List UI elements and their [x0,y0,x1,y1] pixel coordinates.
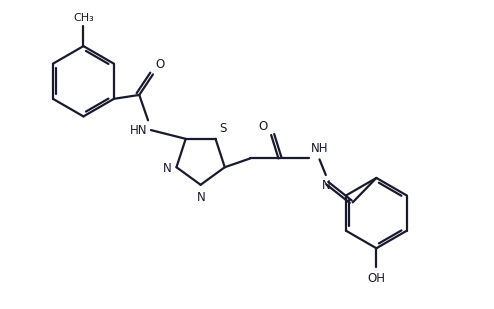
Text: O: O [155,58,164,71]
Text: N: N [322,179,330,192]
Text: O: O [258,120,267,133]
Text: S: S [219,122,226,135]
Text: OH: OH [368,272,385,285]
Text: N: N [163,162,171,175]
Text: CH₃: CH₃ [73,13,94,23]
Text: N: N [197,191,206,204]
Text: NH: NH [311,142,328,155]
Text: HN: HN [129,124,147,137]
